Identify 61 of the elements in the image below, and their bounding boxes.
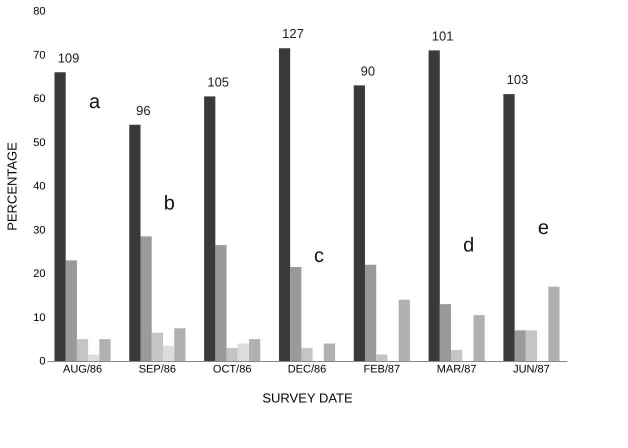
bar (54, 72, 66, 361)
y-tick-label: 70 (33, 49, 46, 62)
bar (398, 300, 410, 361)
annotation: 127 (282, 26, 304, 42)
y-tick-label: 0 (39, 356, 46, 368)
bar (503, 94, 515, 361)
annotation: 109 (58, 50, 80, 66)
bar (88, 354, 100, 361)
annotation: 96 (136, 102, 151, 118)
bar (99, 339, 111, 361)
annotation: a (88, 91, 101, 113)
y-tick-label: 40 (33, 180, 46, 192)
bar (364, 264, 376, 361)
bar (66, 260, 77, 361)
annotation: c (314, 245, 324, 267)
bar (278, 48, 290, 361)
bar (354, 85, 365, 361)
x-tick-label: MAR/87 (436, 364, 477, 376)
y-tick-label: 10 (33, 312, 46, 324)
annotation: d (463, 234, 474, 256)
y-tick-label: 50 (33, 136, 46, 149)
bar (376, 354, 388, 361)
y-axis-title: PERCENTAGE (4, 142, 20, 231)
bar (249, 339, 260, 361)
annotation: 103 (506, 72, 528, 88)
x-tick-label: FEB/87 (363, 364, 400, 376)
annotation: e (538, 217, 550, 239)
bar (129, 124, 141, 361)
bar (238, 344, 250, 361)
annotation: b (164, 192, 175, 214)
bar (526, 330, 538, 361)
bar (428, 50, 440, 361)
bar (324, 344, 336, 361)
bar (451, 350, 462, 361)
annotation: 105 (207, 74, 230, 90)
bar (76, 339, 88, 361)
x-tick-label: SEP/86 (138, 364, 176, 376)
bar (290, 266, 302, 361)
annotation: 101 (432, 28, 454, 44)
x-tick-label: AUG/86 (62, 364, 102, 376)
y-tick-label: 60 (33, 93, 46, 105)
x-tick-label: JUN/87 (513, 364, 550, 376)
bar (301, 348, 313, 361)
bar (140, 236, 152, 361)
y-tick-label: 20 (33, 268, 46, 280)
y-tick-label: 30 (33, 224, 46, 236)
bar (162, 346, 174, 361)
bar (174, 328, 186, 361)
y-tick-label: 80 (33, 6, 46, 18)
bar (215, 245, 227, 361)
bar (152, 332, 163, 361)
bar (473, 315, 485, 361)
x-tick-label: DEC/86 (288, 364, 326, 376)
x-tick-label: OCT/86 (212, 364, 252, 376)
x-axis-title: SURVEY DATE (262, 390, 353, 406)
bar (204, 96, 216, 361)
bar (226, 348, 238, 361)
bar (514, 330, 526, 361)
bar (440, 304, 452, 361)
annotation: 90 (360, 63, 376, 78)
bar (548, 286, 560, 361)
